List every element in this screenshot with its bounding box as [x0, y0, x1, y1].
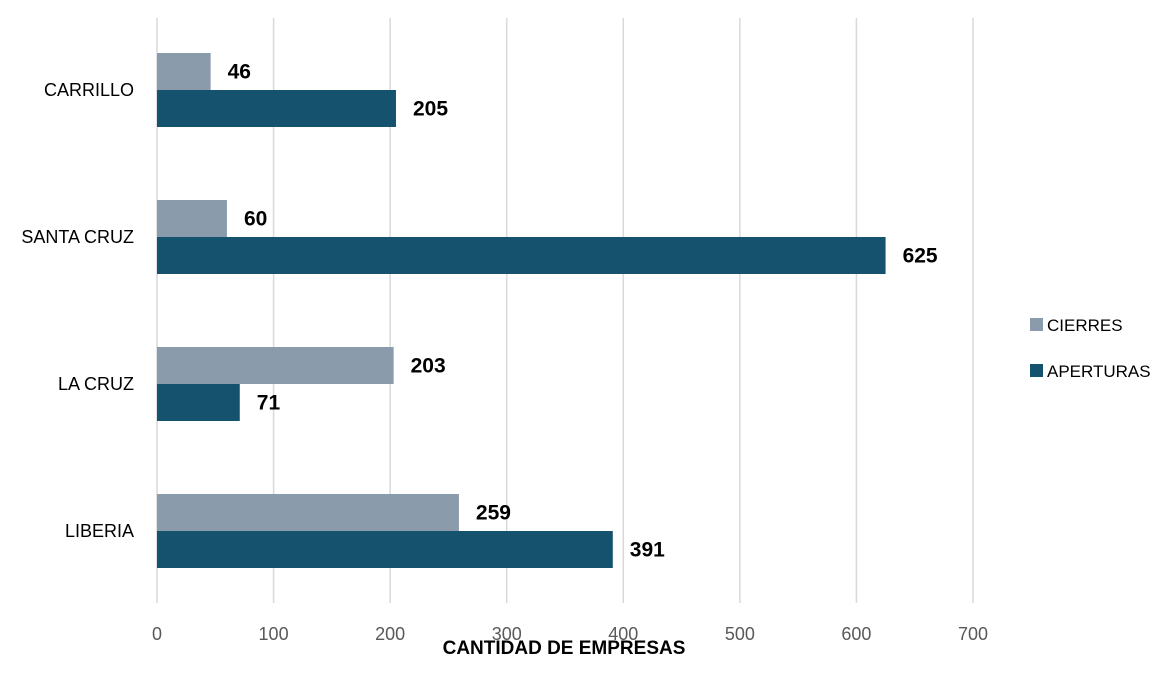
- bar-aperturas: [157, 384, 240, 421]
- data-label-cierres: 259: [476, 502, 511, 525]
- legend-swatch-cierres: [1030, 318, 1043, 331]
- bar-cierres: [157, 53, 211, 90]
- legend: CIERRES APERTURAS: [1030, 316, 1151, 381]
- data-label-aperturas: 71: [257, 392, 281, 415]
- legend-label-aperturas: APERTURAS: [1047, 362, 1151, 381]
- x-tick-label: 600: [841, 624, 871, 644]
- x-tick-label: 200: [375, 624, 405, 644]
- x-tick-label: 100: [259, 624, 289, 644]
- x-tick-label: 400: [608, 624, 638, 644]
- value-axis-tick-labels: 0 100 200 300 400 500 600 700: [152, 624, 988, 644]
- x-tick-label: 0: [152, 624, 162, 644]
- x-tick-label: 500: [725, 624, 755, 644]
- bars: [157, 53, 886, 568]
- data-labels: 46 205 60 625 203 71 259 391: [228, 61, 938, 562]
- x-tick-label: 300: [492, 624, 522, 644]
- bar-aperturas: [157, 237, 886, 274]
- data-label-aperturas: 625: [903, 245, 938, 268]
- bar-cierres: [157, 200, 227, 237]
- data-label-cierres: 60: [244, 208, 267, 231]
- x-axis-title: CANTIDAD DE EMPRESAS: [443, 638, 686, 659]
- data-label-cierres: 46: [228, 61, 251, 84]
- bar-aperturas: [157, 90, 396, 127]
- category-axis-labels: CARRILLO SANTA CRUZ LA CRUZ LIBERIA: [21, 80, 134, 541]
- category-label: LA CRUZ: [58, 374, 134, 394]
- category-label: CARRILLO: [44, 80, 134, 100]
- data-label-cierres: 203: [411, 355, 446, 378]
- category-label: SANTA CRUZ: [21, 227, 134, 247]
- bar-cierres: [157, 494, 459, 531]
- category-label: LIBERIA: [65, 521, 134, 541]
- bar-aperturas: [157, 531, 613, 568]
- data-label-aperturas: 391: [630, 539, 665, 562]
- legend-label-cierres: CIERRES: [1047, 316, 1123, 335]
- bar-cierres: [157, 347, 394, 384]
- legend-swatch-aperturas: [1030, 364, 1043, 377]
- data-label-aperturas: 205: [413, 98, 448, 121]
- x-tick-label: 700: [958, 624, 988, 644]
